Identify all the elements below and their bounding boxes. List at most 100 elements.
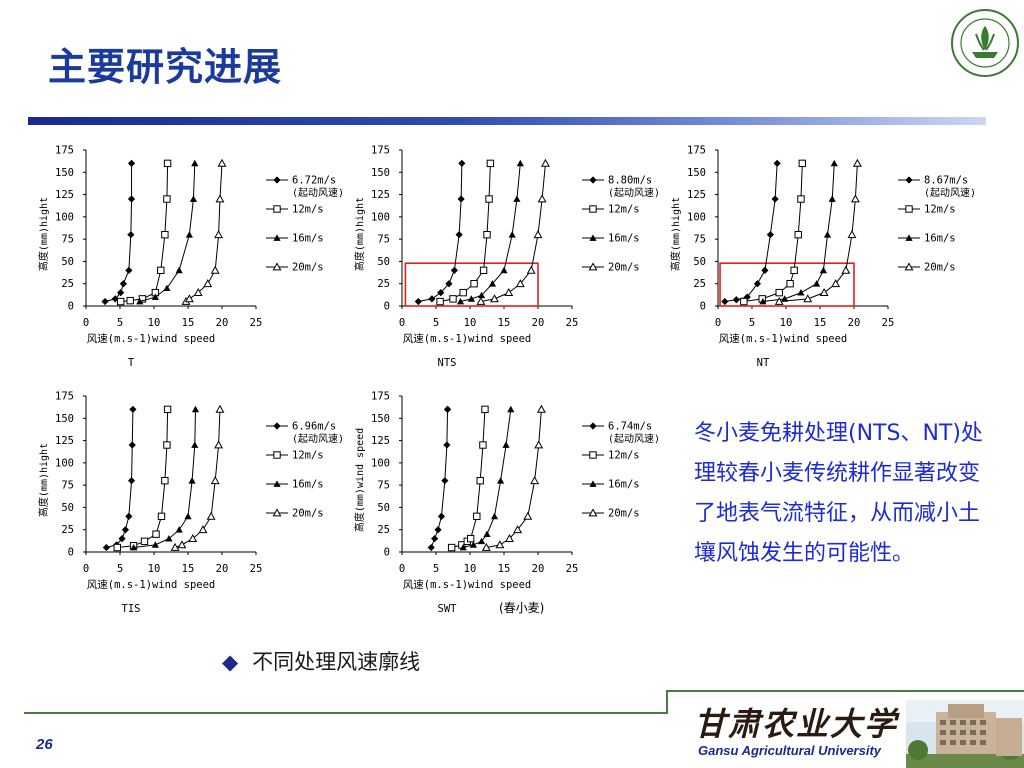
data-point (819, 266, 827, 274)
legend-marker (272, 262, 282, 271)
y-tick-label: 75 (377, 234, 390, 246)
series-3 (476, 158, 550, 305)
data-point (507, 405, 515, 413)
y-tick-label: 25 (61, 278, 74, 290)
data-point (428, 295, 436, 303)
series-3 (181, 158, 227, 305)
data-point (175, 526, 183, 533)
chart-tis: 0 25 50 75 100 125 150 175 0 5 10 15 20 25 风速(m.s-1)wi… (37, 391, 344, 616)
x-tick-label: 0 (399, 317, 405, 329)
legend-label: 16m/s (608, 479, 640, 491)
data-point (113, 543, 121, 552)
data-point (536, 404, 546, 413)
data-point (443, 405, 452, 413)
data-point (830, 159, 838, 167)
legend-entry: 20m/s (582, 508, 640, 520)
legend-note: (起动风速) (292, 187, 344, 199)
legend-label: 8.80m/s (608, 175, 652, 187)
legend-entry: 12m/s (898, 204, 956, 216)
legend-marker (904, 262, 914, 271)
bullet-item: ◆ 不同处理风速廓线 (222, 646, 420, 676)
legend-marker (273, 176, 281, 184)
x-tick-label: 20 (848, 317, 861, 329)
data-point (214, 440, 224, 449)
data-point (140, 537, 149, 546)
x-tick-label: 5 (749, 317, 755, 329)
y-tick-label: 100 (55, 211, 74, 223)
legend-entry: 16m/s (266, 479, 324, 491)
diamond-bullet-icon: ◆ (222, 650, 239, 674)
y-axis-label: 高度(mm)hight (669, 197, 682, 271)
data-point (504, 287, 514, 297)
data-point (771, 195, 779, 203)
data-point (427, 543, 435, 552)
series-2 (456, 159, 524, 305)
y-tick-label: 125 (371, 189, 390, 201)
y-tick-label: 25 (377, 524, 390, 536)
data-point (841, 265, 851, 274)
x-tick-label: 15 (182, 563, 195, 575)
data-point (157, 512, 166, 521)
y-tick-label: 0 (700, 301, 706, 313)
legend-entry: 12m/s (582, 450, 640, 462)
data-point (847, 230, 857, 239)
legend-entry: 20m/s (266, 508, 324, 520)
legend-label: 6.96m/s (292, 421, 336, 433)
data-point (732, 296, 740, 304)
x-tick-label: 0 (83, 563, 89, 575)
data-point (490, 512, 499, 520)
data-point (828, 195, 836, 202)
data-point (136, 297, 144, 305)
data-point (479, 266, 488, 275)
legend-marker (273, 480, 281, 487)
data-point (513, 525, 523, 534)
y-tick-label: 175 (371, 145, 390, 157)
y-axis-label: 高度(mm)hight (353, 197, 366, 271)
data-point (485, 195, 493, 203)
y-tick-label: 175 (55, 391, 74, 403)
series-0 (427, 405, 452, 552)
data-point (504, 533, 514, 543)
legend-entry: 6.96m/s(起动风速) (266, 421, 344, 445)
data-point (157, 266, 165, 275)
x-tick-label: 25 (882, 317, 895, 329)
legend-label: 16m/s (608, 233, 640, 245)
y-tick-label: 50 (693, 256, 706, 268)
data-point (459, 543, 467, 551)
highlight-box (404, 262, 539, 307)
data-point (537, 194, 547, 203)
y-tick-label: 150 (371, 413, 390, 425)
x-tick-label: 0 (399, 563, 405, 575)
series-line (104, 163, 133, 303)
data-point (458, 159, 466, 167)
data-point (497, 477, 505, 484)
x-tick-label: 15 (814, 317, 827, 329)
legend-note: (起动风速) (608, 187, 660, 199)
legend-marker (272, 508, 282, 517)
y-tick-label: 125 (687, 189, 706, 201)
legend-label: 16m/s (292, 233, 324, 245)
data-point (163, 284, 171, 292)
data-point (477, 291, 486, 299)
y-tick-label: 100 (371, 457, 390, 469)
university-seal-logo (951, 9, 1019, 77)
data-point (437, 512, 446, 520)
series-0 (721, 159, 781, 306)
chart-caption: T (128, 357, 135, 369)
data-point (191, 405, 200, 413)
data-point (447, 543, 456, 552)
y-tick-label: 150 (371, 167, 390, 179)
data-point (508, 231, 516, 238)
data-point (127, 231, 135, 239)
x-tick-label: 5 (433, 563, 439, 575)
chart-panel-tis: 0 25 50 75 100 125 150 175 0 5 10 15 20 25 风速(m.s-1)wi… (34, 384, 346, 620)
legend-label: 20m/s (292, 262, 324, 274)
data-point (449, 295, 457, 303)
legend-marker (905, 205, 913, 213)
data-point (786, 280, 794, 288)
x-tick-label: 25 (566, 563, 579, 575)
data-point (184, 512, 192, 520)
legend-entry: 16m/s (582, 233, 640, 245)
data-point (515, 279, 525, 288)
series-3 (170, 404, 225, 551)
